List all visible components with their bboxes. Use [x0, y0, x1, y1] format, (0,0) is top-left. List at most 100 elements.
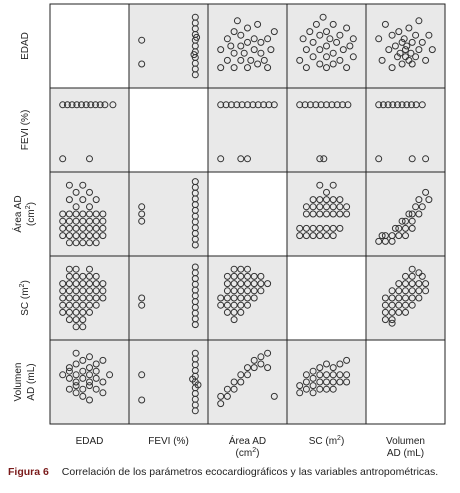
data-point: [336, 56, 344, 64]
data-point: [309, 389, 317, 397]
data-point: [217, 294, 225, 302]
data-point: [230, 287, 238, 295]
data-point: [407, 49, 415, 57]
panel-1-4: [365, 87, 446, 173]
panel-0-4: [365, 3, 446, 89]
data-point: [68, 101, 76, 109]
data-point: [415, 196, 423, 204]
panel-2-0: [49, 171, 130, 257]
data-point: [333, 38, 341, 46]
data-point: [72, 203, 80, 211]
data-point: [86, 301, 93, 309]
data-point: [395, 224, 403, 232]
data-point: [412, 31, 420, 39]
data-point: [326, 35, 334, 43]
figure-caption-text: Correlación de los parámetros ecocardiog…: [61, 466, 439, 478]
data-point: [59, 155, 67, 163]
data-point: [302, 371, 310, 379]
data-point: [333, 101, 341, 109]
data-point: [339, 46, 347, 54]
data-point: [302, 64, 310, 72]
y-label-line1: SC (m2): [19, 280, 31, 316]
data-point: [86, 224, 93, 232]
data-point: [92, 374, 100, 382]
data-point: [99, 356, 107, 364]
data-point: [250, 287, 258, 295]
data-point: [418, 203, 426, 211]
data-point: [72, 308, 80, 316]
data-point: [323, 64, 330, 72]
data-point: [257, 280, 265, 288]
y-label-line2: (cm2): [25, 202, 37, 226]
data-point: [250, 364, 258, 372]
data-point: [230, 308, 238, 316]
data-point: [391, 224, 399, 232]
data-point: [309, 232, 317, 240]
data-point: [99, 294, 107, 302]
data-point: [320, 155, 328, 163]
data-point: [138, 210, 146, 218]
data-point: [79, 294, 87, 302]
data-point: [65, 294, 73, 302]
data-point: [323, 196, 330, 204]
data-point: [398, 60, 406, 68]
data-point: [296, 382, 304, 390]
data-point: [99, 210, 107, 218]
data-point: [381, 20, 389, 28]
data-point: [237, 287, 245, 295]
data-point: [244, 364, 251, 372]
data-point: [79, 316, 87, 324]
data-point: [395, 294, 403, 302]
data-point: [250, 280, 258, 288]
data-point: [223, 280, 231, 288]
data-point: [264, 64, 272, 72]
data-point: [302, 378, 310, 386]
data-point: [79, 196, 87, 204]
data-point: [191, 321, 199, 329]
data-point: [323, 42, 330, 50]
data-point: [270, 28, 278, 36]
data-point: [408, 272, 416, 280]
data-point: [237, 371, 245, 379]
data-point: [343, 356, 351, 364]
data-point: [79, 374, 87, 382]
data-point: [223, 287, 231, 295]
data-point: [309, 374, 317, 382]
data-point: [82, 101, 90, 109]
data-point: [402, 272, 409, 280]
data-point: [329, 196, 337, 204]
data-point: [260, 101, 268, 109]
data-point: [92, 280, 100, 288]
data-point: [395, 301, 403, 309]
panel-3-0: [49, 255, 130, 341]
data-point: [138, 203, 146, 211]
data-point: [265, 101, 273, 109]
data-point: [237, 42, 245, 50]
panel-1-2: [207, 87, 288, 173]
data-point: [193, 33, 201, 41]
data-point: [257, 38, 265, 46]
data-point: [257, 353, 265, 361]
data-point: [343, 210, 351, 218]
panel-4-4: [365, 339, 446, 425]
data-point: [237, 31, 245, 39]
data-point: [237, 308, 245, 316]
data-point: [99, 217, 107, 225]
data-point: [99, 280, 107, 288]
data-point: [250, 294, 258, 302]
x-label-0: EDAD: [76, 436, 104, 447]
data-point: [65, 196, 73, 204]
data-point: [425, 31, 433, 39]
data-point: [92, 239, 100, 247]
data-point: [79, 210, 87, 218]
data-point: [244, 287, 251, 295]
data-point: [217, 46, 225, 54]
panel-2-2: [207, 171, 288, 257]
data-point: [138, 217, 146, 225]
data-point: [92, 217, 100, 225]
y-label-2: Área AD (cm2): [11, 195, 37, 232]
figure-number: Figura 6: [8, 466, 49, 478]
data-point: [418, 101, 426, 109]
panel-3-2: [207, 255, 288, 341]
data-point: [349, 53, 357, 61]
